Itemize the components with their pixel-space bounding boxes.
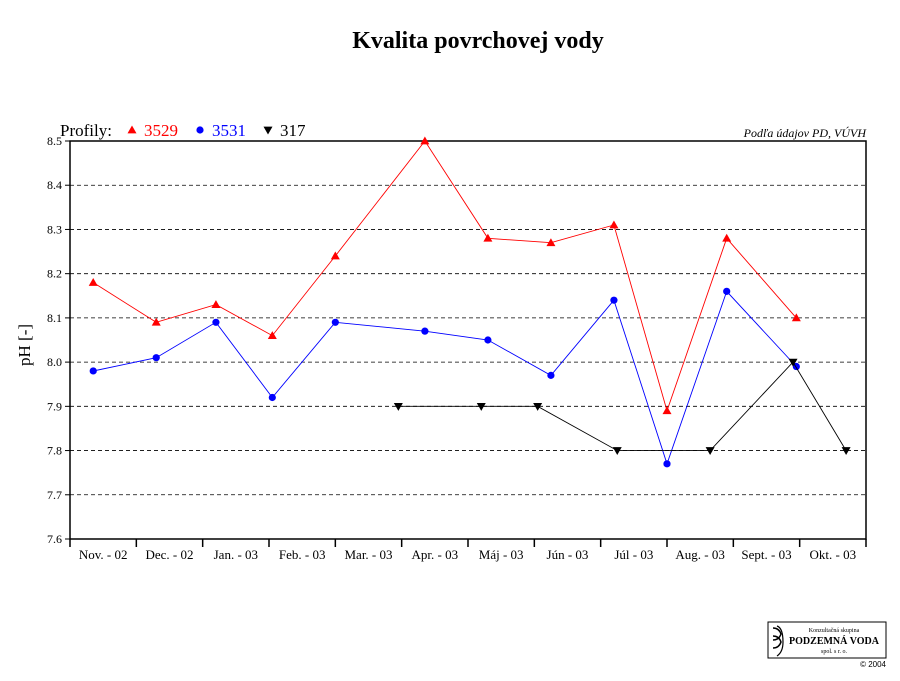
y-axis-label: pH [-] [15, 324, 34, 366]
logo-line1: Konzultačná skupina [809, 628, 860, 634]
x-tick-label: Júl - 03 [614, 547, 653, 562]
y-tick-label: 8.3 [47, 222, 62, 236]
y-tick-label: 7.7 [47, 488, 62, 502]
y-tick-label: 7.6 [47, 532, 62, 546]
data-point [546, 238, 556, 247]
logo-line3: spol. s r. o. [821, 649, 848, 655]
series-317 [393, 358, 851, 456]
data-point [268, 393, 276, 402]
series-line [92, 140, 797, 413]
plot-frame [69, 140, 867, 540]
data-point [267, 331, 277, 339]
data-point [609, 220, 619, 229]
y-tick-label: 8.0 [47, 355, 62, 369]
data-point [533, 402, 543, 411]
legend-marker [196, 126, 204, 134]
data-point [151, 317, 161, 326]
data-point [791, 313, 801, 322]
data-point [723, 287, 731, 295]
data-point [662, 406, 672, 415]
x-tick-label: Jan. - 03 [214, 547, 258, 562]
y-tick-label: 7.8 [47, 444, 62, 458]
y-tick-label: 8.5 [47, 134, 62, 148]
data-point [705, 447, 715, 456]
x-tick-label: Jún - 03 [547, 547, 589, 562]
x-tick-label: Apr. - 03 [412, 547, 459, 562]
copyright: © 2004 [860, 660, 886, 669]
legend-marker [127, 125, 137, 134]
logo-frame [767, 621, 887, 659]
x-tick-label: Nov. - 02 [79, 547, 128, 562]
x-tick-label: Aug. - 03 [675, 547, 724, 562]
x-tick-label: Sept. - 03 [741, 547, 791, 562]
data-point [393, 402, 403, 411]
x-tick-label: Mar. - 03 [344, 547, 392, 562]
y-tick-label: 8.1 [47, 311, 62, 325]
data-point [841, 447, 851, 456]
series-line [93, 290, 797, 466]
y-tick-label: 7.9 [47, 399, 62, 413]
data-point [610, 296, 618, 304]
data-point [547, 371, 555, 379]
data-point [722, 233, 732, 242]
data-point [89, 367, 97, 375]
logo-line2: PODZEMNÁ VODA [789, 635, 880, 647]
source-note: Podľa údajov PD, VÚVH [743, 126, 868, 140]
data-point [788, 358, 798, 367]
data-point [152, 354, 160, 362]
data-point [612, 447, 622, 456]
chart-title: Kvalita povrchovej vody [352, 28, 604, 54]
legend-entry: 3531 [212, 121, 246, 140]
data-point [330, 251, 340, 260]
company-logo: Konzultačná skupina PODZEMNÁ VODA spol. … [767, 621, 887, 659]
legend-marker [263, 126, 273, 135]
grid-lines [70, 184, 866, 496]
data-point [483, 233, 493, 242]
y-tick-label: 8.4 [47, 178, 62, 192]
data-point [420, 136, 430, 145]
data-point [421, 327, 429, 335]
data-point [484, 336, 492, 344]
legend-entry: 3529 [144, 121, 178, 140]
series-3529 [88, 136, 801, 415]
y-tick-label: 8.2 [47, 267, 62, 281]
x-tick-label: Máj - 03 [479, 547, 524, 562]
data-point [663, 460, 671, 468]
legend: Profily: 3529 3531 317 [60, 121, 306, 140]
logo-emblem-icon [772, 625, 784, 657]
series-3531 [89, 287, 800, 468]
data-point [88, 278, 98, 286]
data-point [212, 318, 220, 326]
data-point [476, 402, 486, 411]
data-point [331, 318, 339, 326]
data-point [211, 300, 221, 308]
x-tick-label: Dec. - 02 [145, 547, 193, 562]
x-tick-label: Feb. - 03 [279, 547, 326, 562]
axes: 7.6 7.7 7.8 7.9 8.0 8.1 8.2 8.3 8.4 8.5 Nov. - 02 D… [47, 134, 867, 562]
legend-entry: 317 [280, 121, 306, 140]
series [88, 136, 851, 468]
x-tick-label: Okt. - 03 [810, 547, 857, 562]
legend-title: Profily: [60, 121, 112, 140]
